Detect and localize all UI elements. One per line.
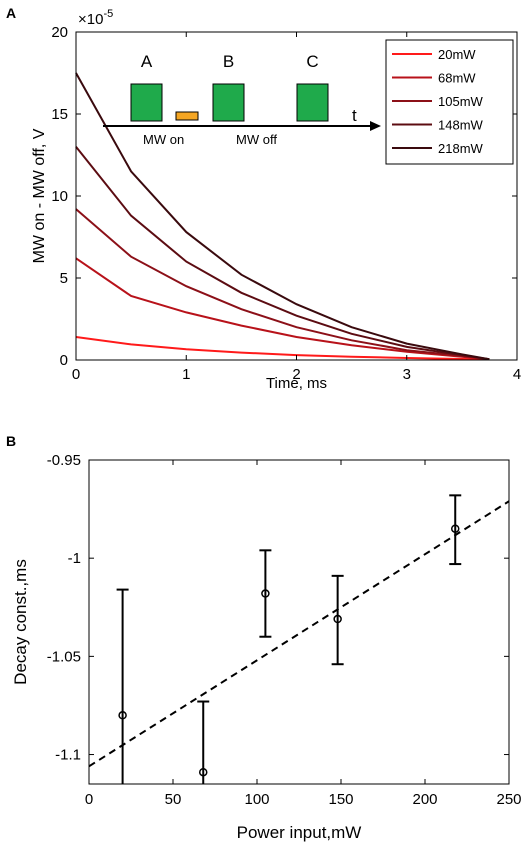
data-point-1 (198, 767, 208, 777)
mw-pulse-box (175, 111, 199, 121)
series-line-105mW (75, 208, 490, 361)
x-tick-label-b: 200 (412, 791, 437, 808)
x-axis-label-b: Power input,mW (237, 823, 362, 842)
data-point-4 (450, 524, 460, 533)
x-tick-label-a: 0 (72, 366, 80, 383)
y-tick-label-b: -1.05 (47, 648, 81, 665)
data-point-2 (261, 589, 270, 598)
legend-a: 20mW 68mW 105mW 148mW 218mW (385, 39, 514, 165)
y-tick-label-a: 15 (51, 106, 68, 123)
x-axis-label-a: Time, ms (266, 375, 327, 392)
mw-off-label: MW off (236, 132, 277, 147)
pulse-label-C: C (306, 52, 318, 71)
series-line-68mW (75, 257, 490, 361)
pulse-box-A (130, 83, 163, 122)
y-axis-label-a: MW on - MW off, V (31, 128, 48, 263)
fit-line (88, 500, 510, 768)
legend-label-148mW: 148mW (438, 118, 484, 133)
panel-a-label: A (6, 5, 16, 21)
legend-label-105mW: 105mW (438, 94, 484, 109)
y-tick-label-b: -1 (68, 550, 81, 567)
pulse-label-A: A (141, 52, 153, 71)
y-exponent-base: ×10 (78, 11, 103, 28)
pulse-label-B: B (223, 52, 234, 71)
series-line-148mW (75, 146, 490, 361)
y-exponent-power: -5 (103, 8, 113, 20)
mw-on-label: MW on (143, 132, 184, 147)
x-tick-label-b: 100 (244, 791, 269, 808)
chart-a-decay-traces: 0 1 2 3 4 0 5 10 15 20 ×10-5 Time, ms MW on - MW off… (31, 8, 521, 392)
x-tick-label-a: 1 (182, 366, 190, 383)
y-tick-label-b: -0.95 (47, 452, 81, 469)
y-tick-label-b: -1.1 (55, 747, 81, 764)
chart-b-decay-constant: 0 50 100 150 200 250 -1.1 -1.05 -1 -0.95 Power inp… (11, 452, 522, 842)
x-tick-label-b: 0 (85, 791, 93, 808)
series-line-218mW (75, 72, 490, 361)
x-tick-label-b: 50 (165, 791, 182, 808)
y-tick-label-a: 5 (60, 270, 68, 287)
x-tick-label-b: 150 (328, 791, 353, 808)
legend-label-68mW: 68mW (438, 71, 476, 86)
time-axis-arrowhead (370, 121, 381, 131)
x-tick-label-b: 250 (496, 791, 521, 808)
x-tick-label-a: 3 (403, 366, 411, 383)
x-tick-label-a: 2 (292, 366, 300, 383)
y-tick-label-a: 20 (51, 24, 68, 41)
pulse-box-B (212, 83, 245, 122)
data-point-3 (333, 614, 342, 624)
y-exponent-label: ×10-5 (78, 8, 113, 28)
panel-b-label: B (6, 433, 16, 449)
legend-label-20mW: 20mW (438, 47, 476, 62)
x-tick-label-a: 4 (513, 366, 521, 383)
y-tick-label-a: 10 (51, 188, 68, 205)
y-tick-label-a: 0 (60, 352, 68, 369)
y-axis-label-b: Decay const.,ms (11, 559, 30, 685)
pulse-box-C (296, 83, 329, 122)
plot-area-b (88, 459, 510, 785)
legend-label-218mW: 218mW (438, 141, 484, 156)
time-axis-label: t (352, 106, 357, 125)
data-point-0 (118, 711, 127, 720)
pulse-sequence-inset: A B Ct MW on MW off (103, 52, 381, 147)
